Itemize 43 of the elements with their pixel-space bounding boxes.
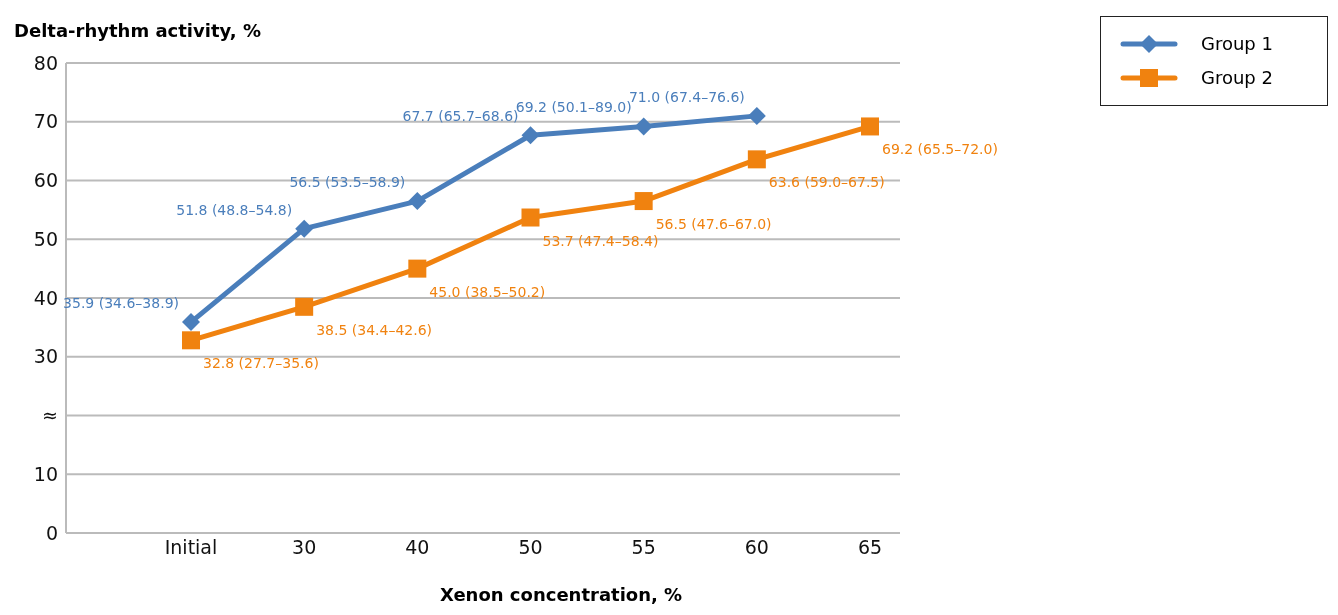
data-label: 63.6 (59.0–67.5) [768, 174, 885, 191]
point [408, 259, 427, 278]
x-tick-label: 30 [292, 536, 317, 559]
data-label: 32.8 (27.7–35.6) [203, 355, 319, 372]
data-label: 51.8 (48.8–54.8) [176, 201, 293, 218]
point [521, 208, 540, 227]
data-label: 53.7 (47.4–58.4) [542, 232, 659, 249]
x-tick-label: 60 [744, 536, 769, 559]
data-label: 69.2 (65.5–72.0) [882, 141, 998, 158]
data-label: 35.9 (34.6–38.9) [63, 295, 179, 312]
point [747, 150, 766, 169]
data-label: 38.5 (34.4–42.6) [316, 321, 433, 338]
x-tick-label: 50 [518, 536, 543, 559]
x-axis-title: Xenon concentration, % [440, 584, 683, 605]
y-tick-label: 60 [33, 169, 58, 192]
data-label: 56.5 (47.6–67.0) [655, 216, 772, 233]
point [295, 297, 314, 316]
data-label: 56.5 (53.5–58.9) [289, 174, 406, 191]
y-tick-label: 30 [33, 345, 58, 368]
point [182, 313, 200, 332]
y-tick-label: 50 [33, 227, 58, 250]
data-label: 45.0 (38.5–50.2) [429, 283, 546, 300]
legend-label: Group 1 [1201, 32, 1273, 56]
y-tick-label: 40 [33, 286, 58, 309]
y-tick-label: 10 [33, 462, 58, 485]
y-tick-label: 70 [33, 110, 58, 133]
x-tick-label: 55 [631, 536, 656, 559]
x-tick-label: 65 [857, 536, 883, 559]
x-tick-label: Initial [164, 536, 218, 559]
point [634, 192, 653, 211]
point [747, 106, 766, 125]
point [408, 192, 427, 211]
point [182, 331, 200, 350]
point [521, 126, 540, 145]
point [634, 117, 653, 136]
point [861, 117, 879, 136]
point [295, 219, 314, 238]
y-tick-label: ≈ [42, 404, 58, 427]
legend-label: Group 2 [1201, 66, 1273, 90]
y-tick-label: 80 [33, 51, 58, 74]
x-tick-label: 40 [405, 536, 430, 559]
y-tick-label: 0 [45, 521, 58, 544]
y-axis-title: Delta-rhythm activity, % [14, 20, 261, 41]
